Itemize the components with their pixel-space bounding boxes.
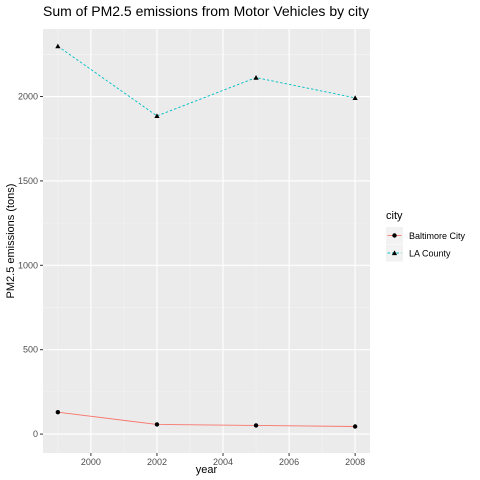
legend-key-marker-baltimore-city xyxy=(392,233,397,238)
legend-label-la-county: LA County xyxy=(409,249,451,259)
grid-minor xyxy=(43,29,370,453)
y-tick-label-0: 0 xyxy=(33,429,38,439)
y-tick-label-3: 1500 xyxy=(18,176,38,186)
series-line-baltimore-city xyxy=(57,411,356,427)
y-tick-label-2: 1000 xyxy=(18,260,38,270)
point-baltimore-city-2002 xyxy=(154,422,160,427)
point-baltimore-city-1999 xyxy=(55,409,61,415)
point-baltimore-city-2008 xyxy=(352,424,358,429)
y-tick-label-1: 500 xyxy=(23,345,38,355)
point-la-county-1999 xyxy=(55,43,61,49)
x-tick-label-1: 2002 xyxy=(147,457,167,467)
y-tick-label-4: 2000 xyxy=(18,92,38,102)
point-la-county-2002 xyxy=(154,113,160,119)
legend-label-baltimore-city: Baltimore City xyxy=(409,231,466,241)
x-tick-label-4: 2008 xyxy=(345,457,365,467)
axis-ticks xyxy=(40,96,356,456)
x-tick-label-2: 2004 xyxy=(213,457,233,467)
tick-labels: 2000 2002 2004 2006 2008 0 500 1000 1500 2000 xyxy=(18,92,365,467)
y-axis-title: PM2.5 emissions (tons) xyxy=(5,184,17,299)
point-baltimore-city-2005 xyxy=(253,423,259,428)
legend-key-marker-la-county xyxy=(391,250,398,256)
x-tick-label-3: 2006 xyxy=(279,457,299,467)
x-tick-label-0: 2000 xyxy=(81,457,101,467)
point-la-county-2008 xyxy=(352,95,358,100)
series-layer xyxy=(55,43,358,429)
legend: city Baltimore City LA County xyxy=(386,210,466,262)
plot-panel xyxy=(43,29,370,453)
x-axis-title: year xyxy=(196,464,218,476)
grid-major xyxy=(43,29,370,453)
legend-title: city xyxy=(386,210,403,222)
chart-title: Sum of PM2.5 emissions from Motor Vehicl… xyxy=(43,3,369,19)
point-la-county-2005 xyxy=(253,75,259,80)
series-line-la-county xyxy=(57,45,356,117)
